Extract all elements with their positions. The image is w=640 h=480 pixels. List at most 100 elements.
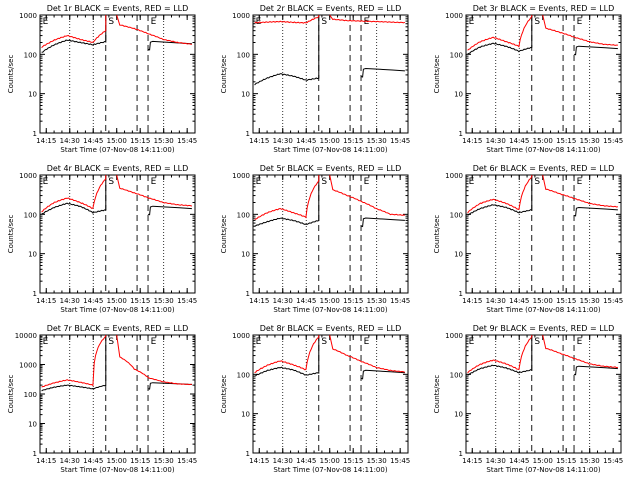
y-tick-label: 10: [28, 251, 37, 259]
x-tick-label: 15:30: [580, 297, 600, 305]
series-events-post-gap: [147, 205, 192, 216]
event-marker-s: S: [534, 177, 540, 187]
series-lld-pre-gap: [41, 15, 107, 49]
x-tick-label: 14:45: [296, 457, 316, 465]
panel-det-7r: Det 7r BLACK = Events, RED = LLD 1 10 100 10…: [7, 324, 197, 474]
series-events-pre-gap: [41, 175, 107, 215]
x-tick-label: 14:45: [509, 457, 529, 465]
series-lld-post-peak: [542, 14, 618, 46]
x-tick-label: 14:45: [83, 297, 103, 305]
plot-frame: [252, 334, 409, 454]
y-tick-label: 10: [454, 251, 463, 259]
x-tick-label: 14:15: [36, 297, 56, 305]
y-tick-label: 1000: [445, 332, 463, 340]
panel-title: Det 2r BLACK = Events, RED = LLD: [260, 4, 402, 13]
panel-title: Det 1r BLACK = Events, RED = LLD: [47, 4, 189, 13]
series-events-pre-gap: [467, 175, 533, 216]
series-events-pre-gap: [41, 15, 107, 53]
x-tick-label: 14:15: [249, 457, 269, 465]
x-tick-label: 15:15: [556, 297, 576, 305]
event-marker-e: E: [577, 337, 583, 347]
event-marker-e: E: [256, 177, 262, 187]
x-tick-label: 14:15: [462, 137, 482, 145]
x-tick-label: 14:45: [509, 297, 529, 305]
x-tick-label: 14:30: [273, 297, 293, 305]
x-tick-label: 15:00: [107, 297, 127, 305]
panel-det-4r: Det 4r BLACK = Events, RED = LLD 1 10 100 10…: [7, 164, 197, 314]
y-tick-label: 10: [28, 91, 37, 99]
y-tick-label: 100: [24, 51, 37, 59]
event-marker-e: E: [256, 337, 262, 347]
y-axis-label: Counts/sec: [433, 215, 441, 254]
series-lld-post-peak: [542, 334, 618, 369]
series-lld-post-peak: [329, 14, 406, 24]
series-lld-pre-gap: [467, 335, 533, 374]
x-tick-label: 14:15: [36, 137, 56, 145]
y-tick-label: 10: [241, 251, 250, 259]
y-tick-label: 100: [450, 371, 463, 379]
x-tick-label: 15:45: [177, 457, 197, 465]
panel-det-5r: Det 5r BLACK = Events, RED = LLD 1 10 100 10…: [220, 164, 410, 314]
series-lld-pre-gap: [254, 15, 320, 24]
y-tick-label: 1000: [19, 172, 37, 180]
x-tick-label: 15:45: [177, 137, 197, 145]
x-tick-label: 15:30: [154, 137, 174, 145]
event-marker-s: S: [321, 177, 327, 187]
y-axis-label: Counts/sec: [433, 375, 441, 414]
series-lld-post-peak: [329, 334, 406, 373]
y-tick-label: 1: [33, 290, 37, 298]
y-tick-label: 100: [237, 371, 250, 379]
panel-det-3r: Det 3r BLACK = Events, RED = LLD 1 10 100 10…: [433, 4, 623, 154]
event-marker-e: E: [151, 17, 157, 27]
x-tick-label: 15:00: [320, 297, 340, 305]
event-marker-e: E: [151, 337, 157, 347]
y-tick-label: 100: [237, 211, 250, 219]
plot-frame: [39, 174, 196, 294]
x-tick-label: 15:00: [533, 457, 553, 465]
x-axis-label: Start Time (07-Nov-08 14:11:00): [486, 466, 600, 474]
panel-title: Det 6r BLACK = Events, RED = LLD: [473, 164, 615, 173]
x-tick-label: 14:30: [486, 297, 506, 305]
panel-det-2r: Det 2r BLACK = Events, RED = LLD 1 10 100 10…: [220, 4, 410, 154]
plot-frame: [252, 14, 409, 134]
event-marker-s: S: [534, 337, 540, 347]
x-tick-label: 15:00: [107, 457, 127, 465]
x-tick-label: 15:15: [556, 137, 576, 145]
series-lld-pre-gap: [41, 335, 107, 388]
plot-frame: [465, 334, 622, 454]
x-tick-label: 15:30: [154, 297, 174, 305]
panel-title: Det 4r BLACK = Events, RED = LLD: [47, 164, 189, 173]
x-tick-label: 14:30: [486, 457, 506, 465]
series-events-post-gap: [360, 369, 405, 380]
series-lld-pre-gap: [254, 175, 320, 221]
x-tick-label: 15:15: [343, 457, 363, 465]
y-axis-label: Counts/sec: [220, 55, 228, 94]
event-marker-e: E: [43, 177, 49, 187]
y-axis-label: Counts/sec: [7, 55, 15, 94]
x-tick-label: 15:00: [107, 137, 127, 145]
x-tick-label: 14:15: [249, 137, 269, 145]
event-marker-s: S: [108, 177, 114, 187]
x-tick-label: 15:15: [130, 297, 150, 305]
series-lld-pre-gap: [254, 335, 320, 374]
x-tick-label: 15:45: [177, 297, 197, 305]
y-tick-label: 1000: [232, 332, 250, 340]
x-tick-label: 15:30: [580, 137, 600, 145]
x-tick-label: 15:45: [390, 297, 410, 305]
x-tick-label: 15:15: [343, 137, 363, 145]
x-tick-label: 15:15: [130, 457, 150, 465]
panel-det-9r: Det 9r BLACK = Events, RED = LLD 1 10 100 10…: [433, 324, 623, 474]
y-tick-label: 1: [33, 450, 37, 458]
panel-title: Det 9r BLACK = Events, RED = LLD: [473, 324, 615, 333]
y-tick-label: 1: [459, 450, 463, 458]
y-tick-label: 1: [246, 290, 250, 298]
series-events-pre-gap: [254, 335, 320, 377]
panel-det-1r: Det 1r BLACK = Events, RED = LLD 1 10 100 10…: [7, 4, 197, 154]
panel-title: Det 7r BLACK = Events, RED = LLD: [47, 324, 189, 333]
y-tick-label: 1000: [232, 172, 250, 180]
event-marker-e: E: [364, 177, 370, 187]
panel-title: Det 5r BLACK = Events, RED = LLD: [260, 164, 402, 173]
x-tick-label: 15:00: [320, 457, 340, 465]
y-axis-label: Counts/sec: [433, 55, 441, 94]
y-axis-label: Counts/sec: [220, 215, 228, 254]
